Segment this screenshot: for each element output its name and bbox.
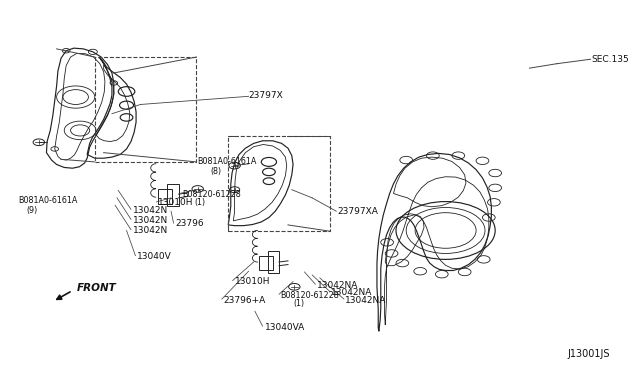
Text: 23797X: 23797X [248, 91, 284, 100]
Text: (8): (8) [211, 167, 221, 176]
Text: B081A0-6161A: B081A0-6161A [198, 157, 257, 166]
Text: 13042N: 13042N [133, 226, 168, 235]
Text: 13010H: 13010H [235, 277, 270, 286]
Text: (1): (1) [195, 198, 205, 207]
Text: FRONT: FRONT [77, 283, 116, 293]
Text: SEC.135: SEC.135 [592, 55, 630, 64]
Text: (1): (1) [293, 299, 304, 308]
Text: (9): (9) [26, 206, 37, 215]
Text: 13040VA: 13040VA [264, 323, 305, 332]
Text: 23796+A: 23796+A [223, 296, 266, 305]
Text: 13042NA: 13042NA [331, 288, 372, 297]
Text: 13010H: 13010H [158, 198, 194, 207]
Text: 13042N: 13042N [133, 206, 168, 215]
Text: J13001JS: J13001JS [568, 349, 610, 359]
Text: 23796: 23796 [175, 219, 204, 228]
Text: 13042NA: 13042NA [345, 296, 387, 305]
Text: B08120-61228: B08120-61228 [182, 190, 241, 199]
Text: B081A0-6161A: B081A0-6161A [19, 196, 78, 205]
Text: B08120-61228: B08120-61228 [280, 291, 339, 300]
Text: 23797XA: 23797XA [337, 208, 378, 217]
Text: 13042NA: 13042NA [317, 281, 358, 290]
Text: 13040V: 13040V [138, 252, 172, 261]
Text: 13042N: 13042N [133, 216, 168, 225]
